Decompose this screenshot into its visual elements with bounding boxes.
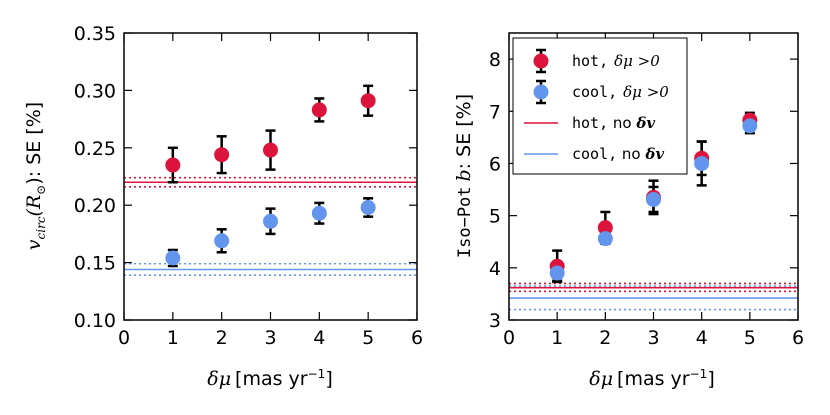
- right-cool-point: [742, 118, 758, 134]
- legend-label-hot-nodv: hot, no δv: [572, 114, 655, 132]
- left-cool-point: [263, 213, 278, 229]
- right-xtick-label: 3: [647, 327, 659, 349]
- left-hot-point: [214, 147, 230, 163]
- left-panel: 0 1 2 3 4 5 6 0.10 0.15 0.20 0.25 0.30 0.35 δμ [mas y…: [23, 23, 423, 390]
- right-xtick-label: 2: [599, 327, 611, 349]
- right-xtick-label: 5: [744, 327, 756, 349]
- right-ytick-label: 8: [489, 49, 501, 71]
- right-panel: 0 1 2 3 4 5 6 3 4 5 6 7 8 δμ [mas yr−1] Iso−Potb: SE …: [453, 32, 804, 390]
- right-ytick-label: 7: [489, 101, 501, 123]
- left-ticks: 0 1 2 3 4 5 6 0.10 0.15 0.20 0.25 0.30 0.35: [74, 23, 423, 349]
- left-ytick-label: 0.30: [74, 80, 116, 102]
- left-error-bars: [167, 84, 374, 268]
- left-reference-lines: [124, 176, 417, 277]
- right-ticks: 0 1 2 3 4 5 6 3 4 5 6 7 8: [489, 33, 804, 349]
- legend-marker-cool-point: [533, 79, 549, 105]
- left-ytick-label: 0.25: [74, 138, 116, 160]
- left-xtick-label: 4: [313, 327, 325, 349]
- left-points: [165, 93, 376, 266]
- left-axes-frame: [123, 32, 418, 321]
- left-xtick-label: 5: [362, 327, 374, 349]
- left-cool-point: [311, 205, 327, 221]
- left-hot-point: [165, 157, 181, 173]
- left-cool-point: [360, 199, 376, 215]
- legend: hot, δμ >0 cool, δμ >0 hot, no δv cool, no…: [512, 37, 688, 175]
- left-hot-point: [263, 142, 278, 158]
- left-hot-point: [311, 102, 327, 118]
- right-xtick-label: 6: [792, 327, 804, 349]
- left-xtick-label: 6: [411, 327, 423, 349]
- legend-marker-hot-point: [533, 48, 549, 74]
- left-xlabel: δμ [mas yr−1]: [207, 367, 332, 390]
- right-cool-point: [549, 265, 565, 281]
- left-cool-point: [214, 233, 230, 249]
- left-ytick-label: 0.20: [74, 195, 116, 217]
- right-cool-point: [597, 231, 613, 247]
- right-ylabel: Iso−Potb: SE [%]: [453, 94, 475, 258]
- legend-label-hot-dmu: hot, δμ >0: [572, 52, 660, 70]
- legend-label-cool-nodv: cool, no δv: [572, 145, 664, 163]
- right-cool-point: [646, 191, 661, 207]
- legend-label-cool-dmu: cool, δμ >0: [572, 83, 669, 101]
- right-points: [549, 112, 758, 281]
- left-xtick-label: 2: [216, 327, 228, 349]
- right-ytick-label: 3: [489, 310, 501, 332]
- right-hot-point: [597, 220, 613, 236]
- right-cool-point: [694, 155, 710, 171]
- left-xtick-label: 0: [118, 327, 130, 349]
- left-ylabel: vcirc(R⊙): SE [%]: [23, 102, 48, 250]
- right-xtick-label: 4: [696, 327, 708, 349]
- left-hot-point: [360, 93, 376, 109]
- right-xlabel: δμ [mas yr−1]: [589, 367, 714, 390]
- left-xtick-label: 3: [264, 327, 276, 349]
- right-ytick-label: 4: [489, 258, 501, 280]
- right-ytick-label: 5: [489, 206, 501, 228]
- right-xtick-label: 1: [551, 327, 563, 349]
- left-ytick-label: 0.10: [74, 310, 116, 332]
- left-xtick-label: 1: [167, 327, 179, 349]
- left-ytick-label: 0.35: [74, 23, 116, 45]
- left-ytick-label: 0.15: [74, 253, 116, 275]
- right-ytick-label: 6: [489, 153, 501, 175]
- right-reference-lines: [509, 282, 798, 311]
- right-xtick-label: 0: [503, 327, 515, 349]
- left-cool-point: [165, 250, 181, 266]
